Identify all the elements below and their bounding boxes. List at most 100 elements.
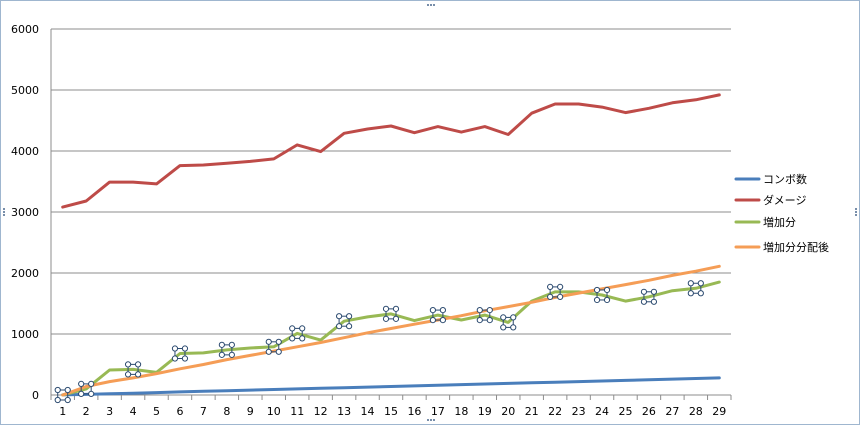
x-tick-label: 2 bbox=[83, 405, 90, 418]
marker-handle bbox=[218, 351, 225, 358]
y-axis-tick-labels: 0 1000 2000 3000 4000 5000 6000 bbox=[11, 23, 39, 402]
selection-marker bbox=[54, 386, 71, 404]
resize-handle-dot bbox=[433, 4, 435, 6]
marker-handle bbox=[476, 316, 483, 324]
marker-handle bbox=[289, 325, 296, 332]
marker-handle bbox=[697, 280, 704, 287]
marker-handle bbox=[603, 296, 611, 304]
marker-handle bbox=[88, 380, 95, 387]
marker-box bbox=[690, 282, 702, 294]
marker-box bbox=[502, 316, 514, 328]
series-line bbox=[61, 264, 721, 397]
x-tick-label: 23 bbox=[572, 405, 586, 418]
marker-box bbox=[174, 348, 186, 360]
x-tick-label: 20 bbox=[501, 405, 515, 418]
x-tick-label: 10 bbox=[267, 405, 281, 418]
x-tick-label: 17 bbox=[431, 405, 445, 418]
marker-box bbox=[80, 383, 92, 395]
x-tick-label: 1 bbox=[59, 405, 66, 418]
marker-handle bbox=[392, 305, 400, 312]
legend-label: コンボ数 bbox=[763, 173, 807, 186]
marker-box bbox=[432, 309, 444, 321]
x-tick-label: 15 bbox=[384, 405, 398, 418]
x-tick-label: 4 bbox=[130, 405, 137, 418]
x-tick-label: 28 bbox=[689, 405, 703, 418]
marker-handle bbox=[218, 341, 225, 348]
marker-handle bbox=[439, 316, 446, 324]
marker-handle bbox=[687, 290, 694, 297]
marker-handle bbox=[275, 348, 282, 355]
legend-label: ダメージ bbox=[763, 193, 806, 207]
marker-handle bbox=[181, 355, 189, 362]
marker-box bbox=[643, 291, 655, 303]
marker-handle bbox=[593, 286, 601, 294]
axes bbox=[50, 29, 732, 400]
selection-marker bbox=[593, 286, 611, 304]
resize-handle-dot bbox=[855, 208, 857, 210]
selection-marker bbox=[429, 306, 446, 324]
resize-handle-dot bbox=[427, 4, 429, 6]
marker-box bbox=[596, 289, 608, 301]
x-tick-label: 13 bbox=[337, 405, 351, 418]
y-tick-label: 2000 bbox=[11, 267, 39, 280]
y-tick-label: 6000 bbox=[11, 23, 39, 36]
marker-box bbox=[291, 327, 303, 339]
marker-box bbox=[479, 309, 491, 321]
marker-box bbox=[549, 286, 561, 298]
resize-handle-dot bbox=[3, 208, 5, 210]
marker-handle bbox=[640, 298, 648, 305]
legend-item: 増加分 bbox=[734, 216, 796, 229]
marker-handle bbox=[593, 296, 601, 304]
marker-handle bbox=[640, 288, 648, 295]
selection-marker bbox=[547, 283, 564, 301]
y-tick-label: 1000 bbox=[11, 328, 39, 341]
marker-handle bbox=[500, 324, 507, 331]
marker-handle bbox=[124, 361, 132, 368]
selection-marker bbox=[640, 288, 658, 305]
marker-handle bbox=[54, 396, 61, 404]
x-tick-label: 7 bbox=[200, 405, 207, 418]
marker-handle bbox=[171, 355, 179, 362]
selection-marker bbox=[171, 345, 189, 362]
selection-marker bbox=[336, 313, 353, 330]
selection-marker bbox=[265, 338, 282, 355]
marker-handle bbox=[547, 283, 554, 291]
series-line bbox=[61, 93, 721, 209]
marker-handle bbox=[64, 396, 71, 404]
legend-item: ダメージ bbox=[734, 193, 806, 207]
x-tick-label: 27 bbox=[665, 405, 679, 418]
x-tick-label: 11 bbox=[290, 405, 304, 418]
series-line bbox=[61, 376, 721, 397]
marker-handle bbox=[134, 371, 142, 378]
marker-handle bbox=[697, 290, 704, 297]
marker-handle bbox=[382, 305, 390, 312]
resize-handle-dot bbox=[430, 419, 432, 421]
marker-handle bbox=[299, 335, 306, 342]
marker-handle bbox=[476, 306, 483, 314]
y-tick-label: 0 bbox=[32, 389, 39, 402]
legend-item: 増加分分配後 bbox=[734, 240, 829, 254]
marker-handle bbox=[603, 286, 611, 294]
marker-handle bbox=[547, 293, 554, 301]
marker-box bbox=[221, 344, 233, 356]
x-tick-label: 16 bbox=[407, 405, 421, 418]
resize-handle-dot bbox=[427, 419, 429, 421]
x-tick-label: 3 bbox=[106, 405, 113, 418]
marker-handle bbox=[510, 314, 517, 321]
selection-marker bbox=[218, 341, 235, 358]
x-tick-label: 29 bbox=[712, 405, 726, 418]
marker-handle bbox=[650, 288, 658, 295]
marker-box bbox=[385, 308, 397, 320]
selection-marker bbox=[124, 361, 142, 378]
marker-handle bbox=[228, 351, 235, 358]
x-tick-label: 8 bbox=[223, 405, 230, 418]
x-tick-label: 6 bbox=[176, 405, 183, 418]
marker-handle bbox=[64, 386, 71, 394]
x-tick-label: 21 bbox=[525, 405, 539, 418]
selection-marker bbox=[500, 314, 517, 331]
marker-handle bbox=[650, 298, 658, 305]
marker-handle bbox=[181, 345, 189, 352]
